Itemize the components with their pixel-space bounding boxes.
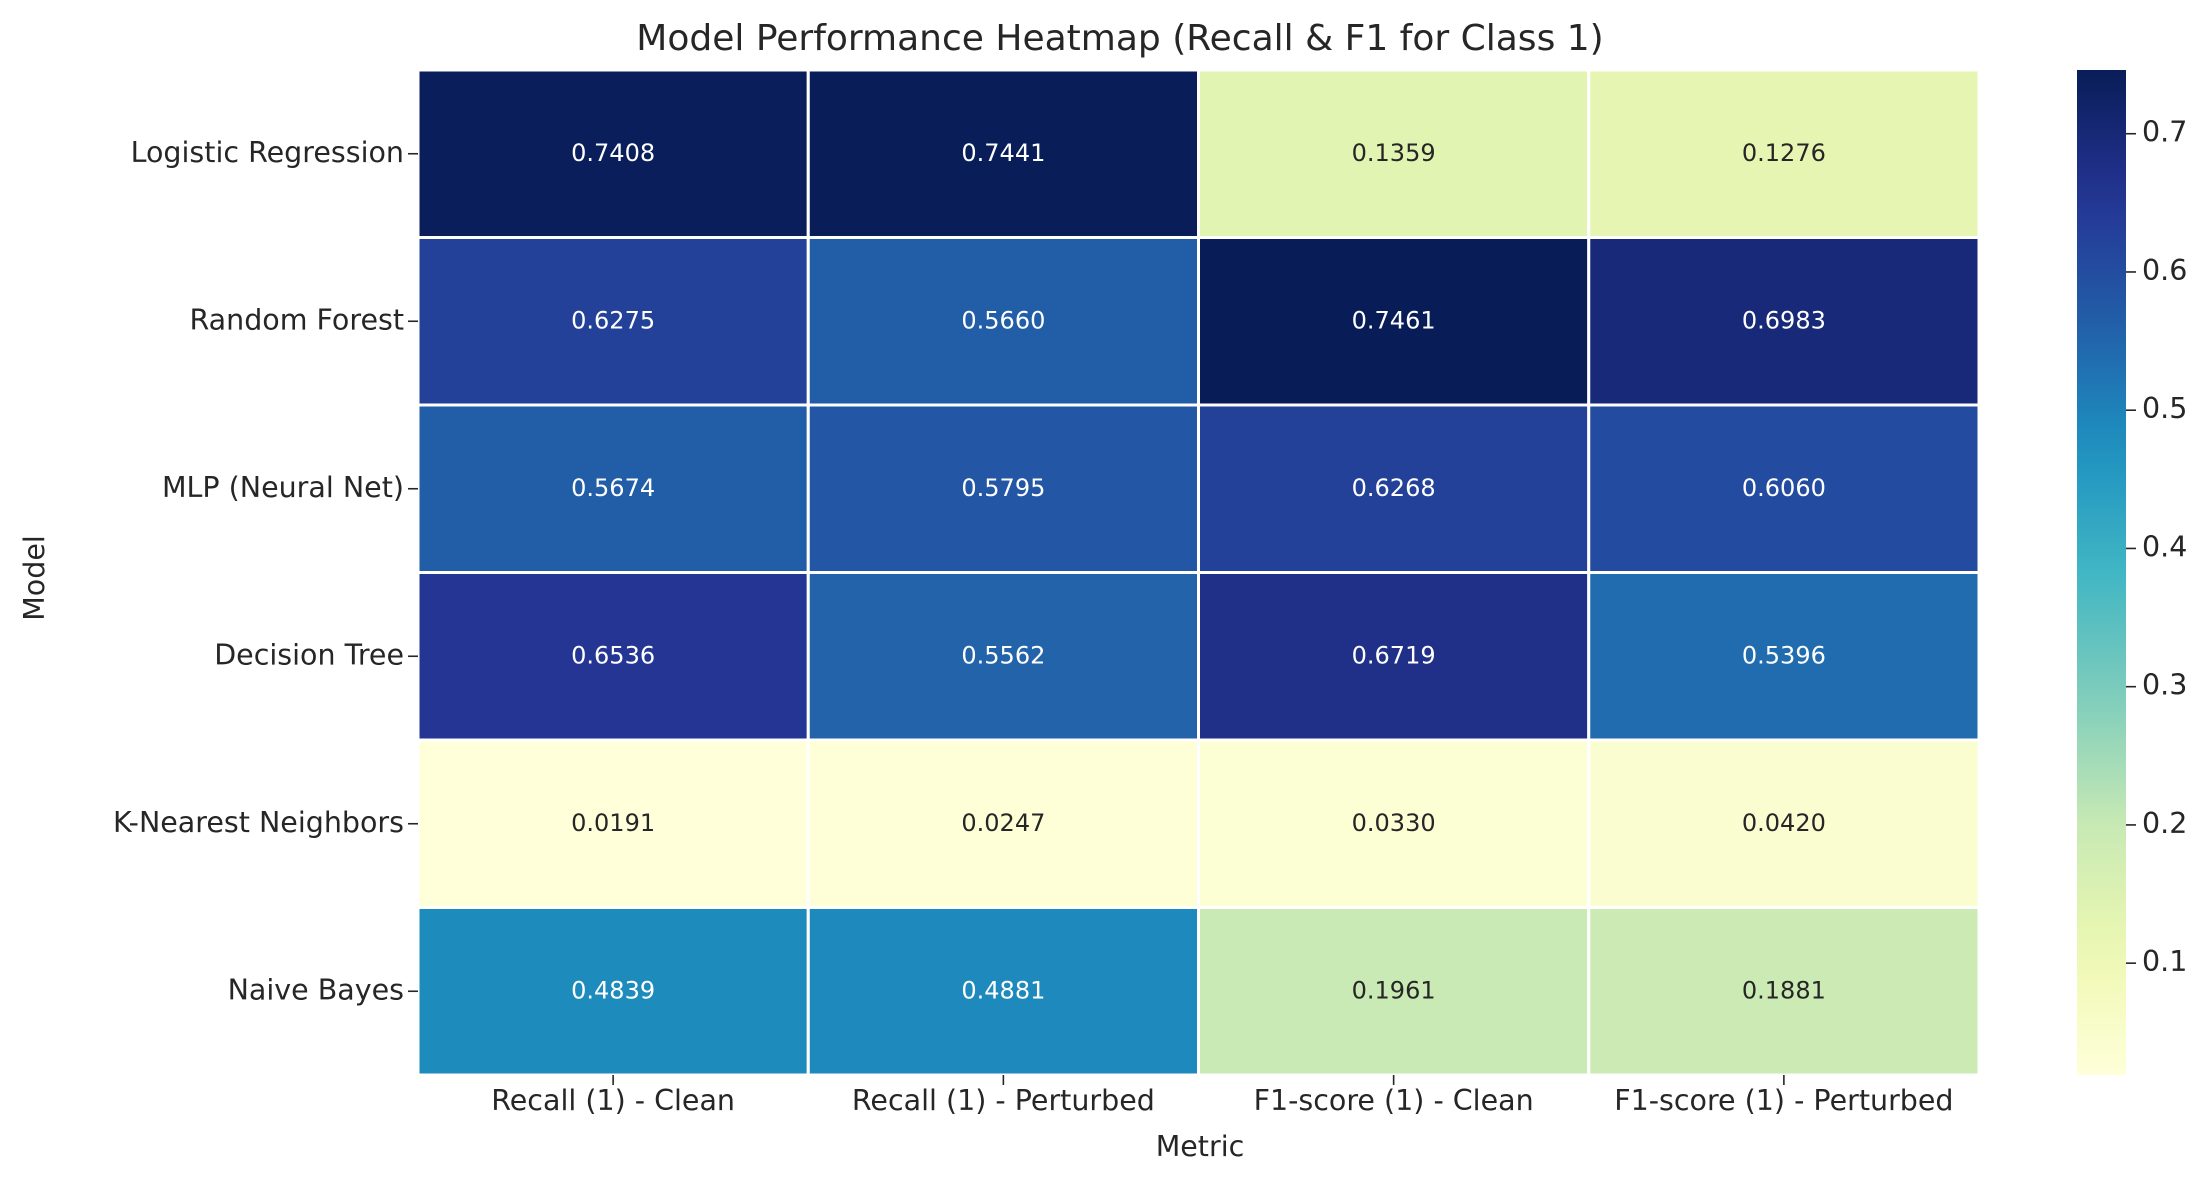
heatmap-cells: 0.7408 0.7441 0.1359 0.1276 0.6275 0.5660 0.74…	[416, 68, 1981, 1077]
heatmap-cell	[806, 403, 1200, 574]
y-tick-label: Logistic Regression	[131, 136, 404, 169]
heatmap-cell	[1587, 571, 1981, 742]
heatmap-cell	[806, 571, 1200, 742]
colorbar-tick-label: 0.4	[2142, 530, 2187, 563]
cell-value-label: 0.7461	[1352, 306, 1436, 334]
heatmap-cell	[1587, 236, 1981, 407]
cell-value-label: 0.0420	[1742, 809, 1826, 837]
colorbar	[2077, 70, 2126, 1075]
heatmap-cell	[1197, 68, 1591, 239]
cell-value-label: 0.4881	[961, 976, 1045, 1004]
y-axis-label: Model	[18, 535, 51, 621]
x-tick-label: F1-score (1) - Clean	[1254, 1084, 1534, 1117]
y-tick-label: MLP (Neural Net)	[162, 471, 404, 504]
x-tick-label: Recall (1) - Clean	[491, 1084, 735, 1117]
heatmap-cell	[416, 571, 810, 742]
x-tick-label: F1-score (1) - Perturbed	[1614, 1084, 1953, 1117]
x-tick-label: Recall (1) - Perturbed	[852, 1084, 1155, 1117]
cell-value-label: 0.5562	[961, 641, 1045, 669]
colorbar-tick-label: 0.5	[2142, 392, 2187, 425]
cell-value-label: 0.7408	[571, 139, 655, 167]
heatmap-cell	[806, 738, 1200, 909]
cell-value-label: 0.1881	[1742, 976, 1826, 1004]
cell-value-label: 0.6719	[1352, 641, 1436, 669]
heatmap-cell	[1587, 403, 1981, 574]
colorbar-tick-label: 0.1	[2142, 945, 2187, 978]
cell-value-label: 0.1359	[1352, 139, 1436, 167]
cell-value-label: 0.6983	[1742, 306, 1826, 334]
heatmap-cell	[806, 906, 1200, 1077]
heatmap-cell	[1587, 68, 1981, 239]
cell-value-label: 0.1276	[1742, 139, 1826, 167]
heatmap-cell	[1587, 738, 1981, 909]
heatmap-cell	[806, 236, 1200, 407]
cell-value-label: 0.4839	[571, 976, 655, 1004]
heatmap-cell	[1587, 906, 1981, 1077]
cell-value-label: 0.0247	[961, 809, 1045, 837]
x-axis-label: Metric	[1156, 1130, 1245, 1163]
cell-value-label: 0.5795	[961, 474, 1045, 502]
heatmap-cell	[806, 68, 1200, 239]
cell-value-label: 0.6275	[571, 306, 655, 334]
y-tick-label: K-Nearest Neighbors	[113, 806, 404, 839]
heatmap-cell	[1197, 906, 1591, 1077]
cell-value-label: 0.7441	[961, 139, 1045, 167]
cell-value-label: 0.0191	[571, 809, 655, 837]
cell-value-label: 0.0330	[1352, 809, 1436, 837]
cell-value-label: 0.5674	[571, 474, 655, 502]
y-tick-label: Naive Bayes	[228, 973, 404, 1006]
colorbar-tick-label: 0.7	[2142, 116, 2187, 149]
y-tick-label: Random Forest	[189, 303, 404, 336]
heatmap-cell	[416, 68, 810, 239]
y-tick-label: Decision Tree	[214, 638, 404, 671]
colorbar-ticks: 0.1 0.2 0.3 0.4 0.5 0.6 0.7	[2126, 116, 2187, 978]
colorbar-tick-label: 0.2	[2142, 807, 2187, 840]
cell-value-label: 0.5396	[1742, 641, 1826, 669]
colorbar-tick-label: 0.6	[2142, 254, 2187, 287]
cell-value-label: 0.1961	[1352, 976, 1436, 1004]
y-axis-ticks: Logistic Regression Random Forest MLP (Neu…	[113, 136, 418, 1006]
x-axis-ticks: Recall (1) - Clean Recall (1) - Perturbed…	[491, 1075, 1954, 1117]
cell-value-label: 0.6268	[1352, 474, 1436, 502]
heatmap-cell	[416, 906, 810, 1077]
cell-value-label: 0.5660	[961, 306, 1045, 334]
heatmap-cell	[416, 236, 810, 407]
heatmap-cell	[1197, 738, 1591, 909]
colorbar-tick-label: 0.3	[2142, 669, 2187, 702]
chart-title: Model Performance Heatmap (Recall & F1 f…	[636, 18, 1603, 59]
cell-value-label: 0.6060	[1742, 474, 1826, 502]
cell-value-label: 0.6536	[571, 641, 655, 669]
